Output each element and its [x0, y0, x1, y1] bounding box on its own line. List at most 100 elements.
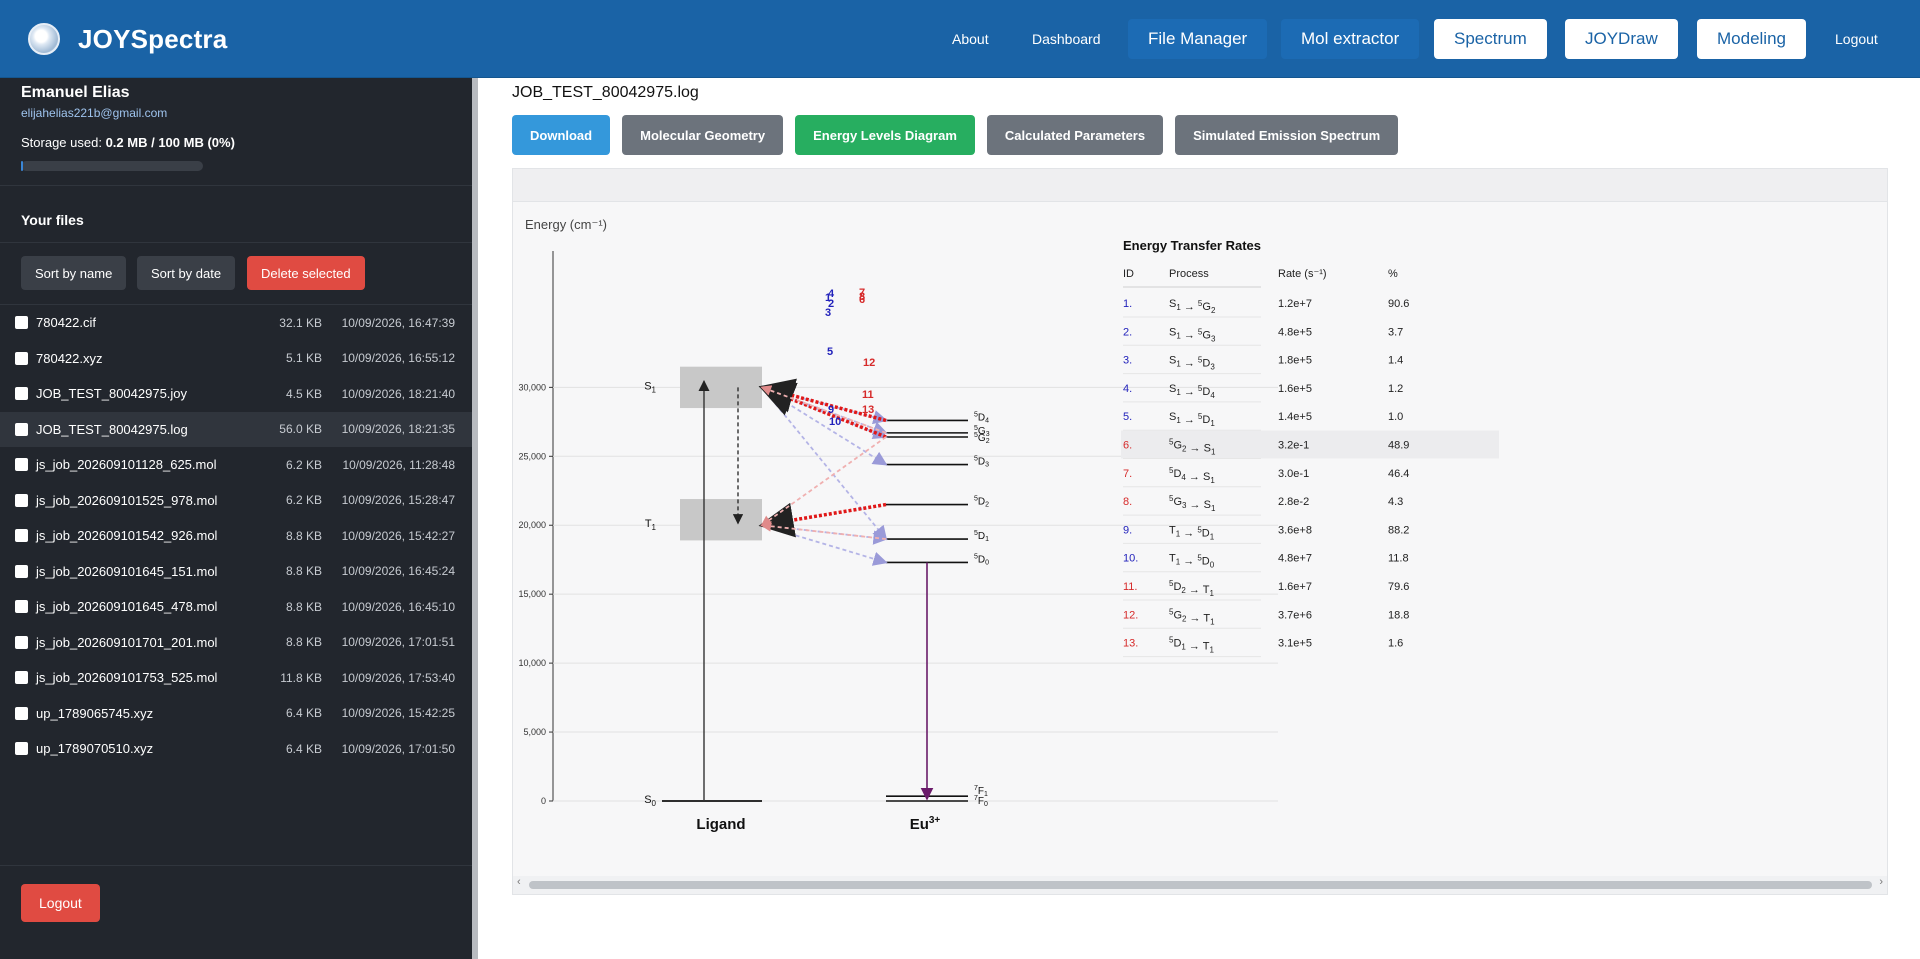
rates-table-header: %	[1388, 268, 1398, 280]
ligand-level-label: T1	[645, 518, 657, 532]
nav-about[interactable]: About	[952, 31, 989, 47]
scroll-left-icon[interactable]: ‹	[517, 876, 521, 888]
file-row[interactable]: 780422.cif 32.1 KB 10/09/2026, 16:47:39	[0, 305, 472, 341]
horizontal-scrollbar[interactable]: ‹ ›	[513, 876, 1887, 894]
transfer-arrow	[761, 386, 888, 541]
file-checkbox[interactable]	[15, 422, 28, 436]
brand[interactable]: JOYSpectra	[28, 22, 227, 56]
file-name[interactable]: js_job_202609101542_926.mol	[36, 528, 218, 544]
transfer-label: 4	[828, 288, 835, 300]
rates-table-rate: 1.6e+5	[1278, 383, 1312, 395]
file-name[interactable]: 780422.cif	[36, 315, 96, 331]
tab-molecular-geometry[interactable]: Molecular Geometry	[622, 115, 784, 155]
rates-table-process: S1 → 5D1	[1169, 411, 1215, 428]
file-date: 10/09/2026, 16:45:10	[341, 599, 455, 614]
file-checkbox[interactable]	[15, 387, 28, 401]
tab-simulated-emission-spectrum[interactable]: Simulated Emission Spectrum	[1175, 115, 1399, 155]
file-row[interactable]: JOB_TEST_80042975.log 56.0 KB 10/09/2026, …	[0, 411, 472, 447]
nav-mol-extractor[interactable]: Mol extractor	[1281, 19, 1420, 59]
nav-dashboard[interactable]: Dashboard	[1032, 31, 1101, 47]
sidebar-divider	[0, 185, 472, 186]
nav-spectrum[interactable]: Spectrum	[1434, 19, 1547, 59]
eu-level-label: 5D3	[974, 456, 989, 469]
file-checkbox[interactable]	[15, 706, 28, 720]
transfer-arrow	[758, 378, 887, 423]
file-checkbox[interactable]	[15, 316, 28, 330]
transfer-label: 8	[859, 291, 865, 303]
file-name[interactable]: js_job_202609101525_978.mol	[36, 492, 218, 508]
y-tick-label: 5,000	[523, 727, 546, 737]
tab-calculated-parameters[interactable]: Calculated Parameters	[986, 115, 1164, 155]
sort-by-date-button[interactable]: Sort by date	[137, 256, 236, 290]
file-name[interactable]: up_1789070510.xyz	[36, 741, 154, 757]
file-row[interactable]: js_job_202609101525_978.mol 6.2 KB 10/09/2…	[0, 483, 472, 519]
delete-selected-button[interactable]: Delete selected	[247, 256, 365, 290]
nav-logout[interactable]: Logout	[1835, 31, 1878, 47]
transfer-label: 2	[828, 298, 834, 310]
file-checkbox[interactable]	[15, 742, 28, 756]
file-name[interactable]: 780422.xyz	[36, 350, 103, 366]
file-name[interactable]: JOB_TEST_80042975.joy	[36, 386, 188, 402]
file-checkbox[interactable]	[15, 458, 28, 472]
ligand-level-label: S1	[644, 380, 656, 394]
panel-header	[513, 169, 1887, 202]
file-row[interactable]: up_1789065745.xyz 6.4 KB 10/09/2026, 15:42…	[0, 696, 472, 732]
transfer-arrow	[758, 502, 887, 538]
rates-table-percent: 48.9	[1388, 440, 1409, 452]
rates-table-rate: 3.1e+5	[1278, 638, 1312, 650]
file-row[interactable]: up_1789070510.xyz 6.4 KB 10/09/2026, 17:01…	[0, 731, 472, 767]
rates-table-title: Energy Transfer Rates	[1123, 238, 1261, 253]
sort-by-name-button[interactable]: Sort by name	[21, 256, 127, 290]
file-name[interactable]: up_1789065745.xyz	[36, 705, 154, 721]
file-name[interactable]: js_job_202609101645_151.mol	[36, 563, 218, 579]
sidebar-resize-handle[interactable]	[472, 78, 478, 959]
rates-table-id: 5.	[1123, 411, 1132, 423]
file-date: 10/09/2026, 16:47:39	[341, 315, 455, 330]
eu-column-label: Eu3+	[910, 815, 941, 833]
file-checkbox[interactable]	[15, 529, 28, 543]
rates-table-percent: 11.8	[1388, 553, 1409, 565]
file-row[interactable]: js_job_202609101753_525.mol 11.8 KB 10/09/…	[0, 660, 472, 696]
file-name[interactable]: JOB_TEST_80042975.log	[36, 421, 188, 437]
eu-level-label: 7F1	[974, 785, 988, 798]
file-date: 10/09/2026, 17:53:40	[341, 670, 455, 685]
file-row[interactable]: js_job_202609101128_625.mol 6.2 KB 10/09/2…	[0, 447, 472, 483]
sidebar-logout-button[interactable]: Logout	[21, 884, 100, 922]
file-size: 6.2 KB	[285, 457, 322, 472]
rates-table-process: 5D2 → T1	[1169, 579, 1215, 598]
scrollbar-thumb[interactable]	[529, 881, 1872, 889]
file-row[interactable]: js_job_202609101542_926.mol 8.8 KB 10/09/2…	[0, 518, 472, 554]
file-checkbox[interactable]	[15, 635, 28, 649]
file-checkbox[interactable]	[15, 564, 28, 578]
scroll-right-icon[interactable]: ›	[1879, 876, 1883, 888]
rates-table-percent: 18.8	[1388, 609, 1409, 621]
tab-energy-levels-diagram[interactable]: Energy Levels Diagram	[795, 115, 975, 155]
nav-modeling[interactable]: Modeling	[1697, 19, 1806, 59]
y-axis-label: Energy (cm⁻¹)	[525, 217, 607, 232]
file-name[interactable]: js_job_202609101701_201.mol	[36, 634, 218, 650]
nav-file-manager[interactable]: File Manager	[1128, 19, 1268, 59]
nav-joydraw[interactable]: JOYDraw	[1565, 19, 1678, 59]
transfer-arrow	[761, 524, 888, 566]
tab-download[interactable]: Download	[512, 115, 611, 155]
y-tick-label: 25,000	[518, 451, 546, 461]
eu-level-label: 5D1	[974, 530, 989, 543]
transfer-label: 5	[827, 346, 833, 358]
sidebar-divider	[0, 865, 472, 866]
file-name[interactable]: js_job_202609101128_625.mol	[36, 457, 217, 473]
file-checkbox[interactable]	[15, 671, 28, 685]
file-row[interactable]: js_job_202609101701_201.mol 8.8 KB 10/09/2…	[0, 625, 472, 661]
rates-table-percent: 1.6	[1388, 638, 1403, 650]
file-checkbox[interactable]	[15, 600, 28, 614]
file-size: 11.8 KB	[280, 670, 322, 685]
file-name[interactable]: js_job_202609101645_478.mol	[36, 599, 218, 615]
transfer-label: 11	[862, 389, 874, 401]
file-checkbox[interactable]	[15, 493, 28, 507]
file-checkbox[interactable]	[15, 351, 28, 365]
file-row[interactable]: js_job_202609101645_151.mol 8.8 KB 10/09/2…	[0, 554, 472, 590]
file-name[interactable]: js_job_202609101753_525.mol	[36, 670, 218, 686]
file-row[interactable]: 780422.xyz 5.1 KB 10/09/2026, 16:55:12	[0, 341, 472, 377]
file-row[interactable]: JOB_TEST_80042975.joy 4.5 KB 10/09/2026, 1…	[0, 376, 472, 412]
file-row[interactable]: js_job_202609101645_478.mol 8.8 KB 10/09/2…	[0, 589, 472, 625]
rates-table-rate: 4.8e+5	[1278, 326, 1312, 338]
